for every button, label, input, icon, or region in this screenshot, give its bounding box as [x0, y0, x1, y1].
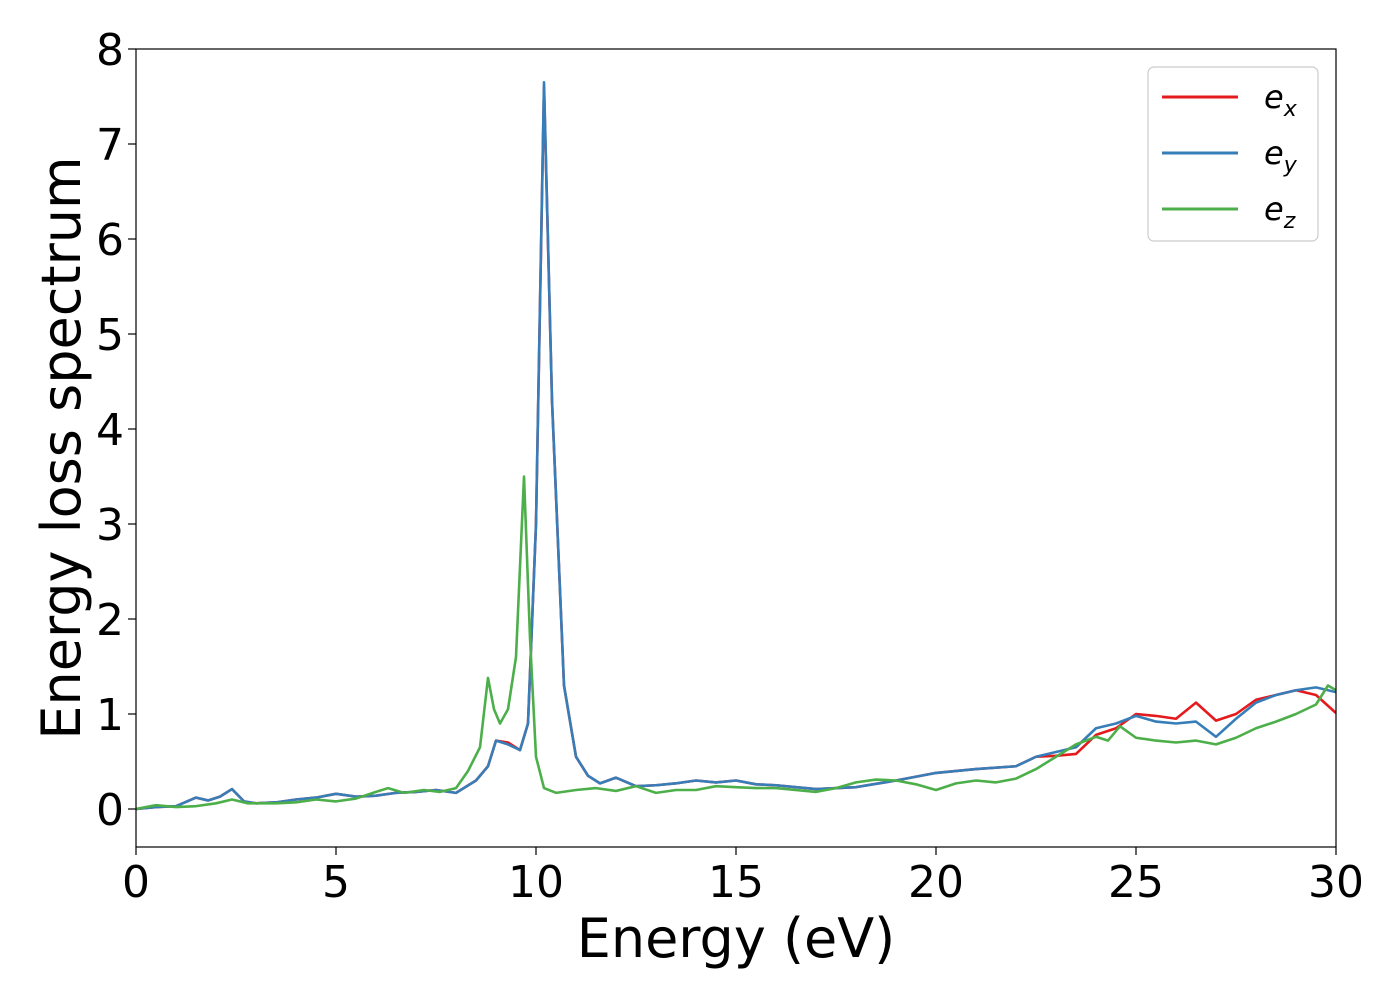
- y-tick-label: 6: [96, 215, 124, 266]
- y-tick-label: 2: [96, 595, 124, 646]
- x-tick-label: 5: [322, 857, 350, 908]
- y-tick-label: 5: [96, 310, 124, 361]
- x-tick-label: 15: [708, 857, 764, 908]
- y-tick-label: 0: [96, 785, 124, 836]
- x-tick-label: 10: [508, 857, 564, 908]
- series-line-e-y: [136, 80, 1336, 811]
- series-layer: [136, 80, 1336, 811]
- x-tick-label: 25: [1108, 857, 1164, 908]
- x-axis-ticks: 0 5 10 15 20 25 30: [122, 847, 1364, 908]
- y-axis-label: Energy loss spectrum: [30, 156, 93, 739]
- series-line-e-z: [136, 475, 1336, 811]
- y-tick-label: 4: [96, 405, 124, 456]
- y-tick-label: 3: [96, 500, 124, 551]
- x-tick-label: 20: [908, 857, 964, 908]
- legend: ex ey ez: [1147, 66, 1319, 242]
- x-tick-label: 30: [1308, 857, 1364, 908]
- legend-label: ez: [1264, 190, 1296, 234]
- legend-label: ex: [1264, 78, 1298, 122]
- x-axis-label: Energy (eV): [577, 907, 896, 970]
- legend-label: ey: [1264, 134, 1298, 178]
- x-tick-label: 0: [122, 857, 150, 908]
- y-tick-label: 8: [96, 25, 124, 76]
- y-axis-ticks: 0 1 2 3 4 5 6 7 8: [96, 25, 136, 836]
- y-tick-label: 1: [96, 690, 124, 741]
- y-tick-label: 7: [96, 120, 124, 171]
